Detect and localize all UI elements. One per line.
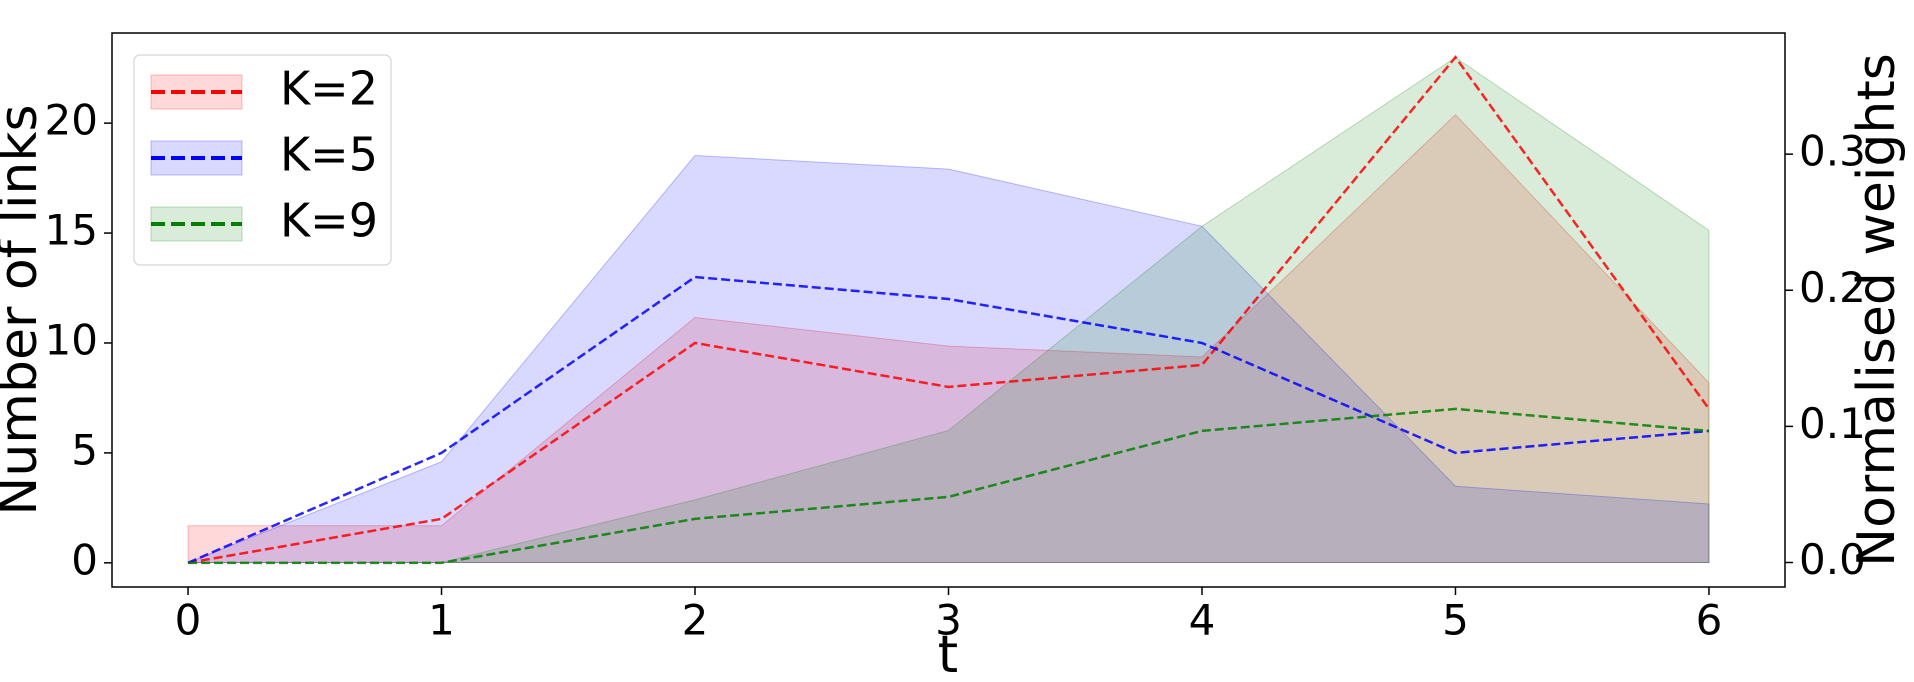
y-tick-label: 10 [45,315,98,364]
y2-tick-label: 0.0 [1799,535,1866,584]
legend-label: K=5 [280,128,378,182]
line [187,275,1710,564]
y-tick-label: 5 [71,425,98,474]
x-tick-label: 3 [935,596,962,645]
legend-label: K=9 [280,194,378,248]
x-axis-label: t [938,625,958,682]
x-tick-label: 0 [175,596,202,645]
x-tick-label: 4 [1189,596,1216,645]
legend-patch [150,74,243,110]
y-tick-label: 0 [71,535,98,584]
legend-box [133,54,392,266]
y2-axis-label: Normalised weights [1847,53,1907,567]
y2-tick-label: 0.1 [1799,399,1866,448]
x-tick-label: 1 [428,596,455,645]
weight-area [187,154,1710,563]
x-tick-label: 2 [682,596,709,645]
y2-tick-label: 0.3 [1799,127,1866,176]
weight-area [188,56,1710,563]
x-tick-label: 6 [1696,596,1723,645]
line [188,407,1710,565]
weight-area [187,113,1710,563]
y-tick-label: 20 [45,96,98,145]
x-tick-label: 5 [1442,596,1469,645]
y-tick-label: 15 [45,206,98,255]
line [187,55,1710,565]
legend-label: K=2 [280,62,378,116]
plot-frame [111,32,1786,588]
y2-tick-label: 0.2 [1799,263,1866,312]
y-axis-label: Number of links [0,104,49,515]
